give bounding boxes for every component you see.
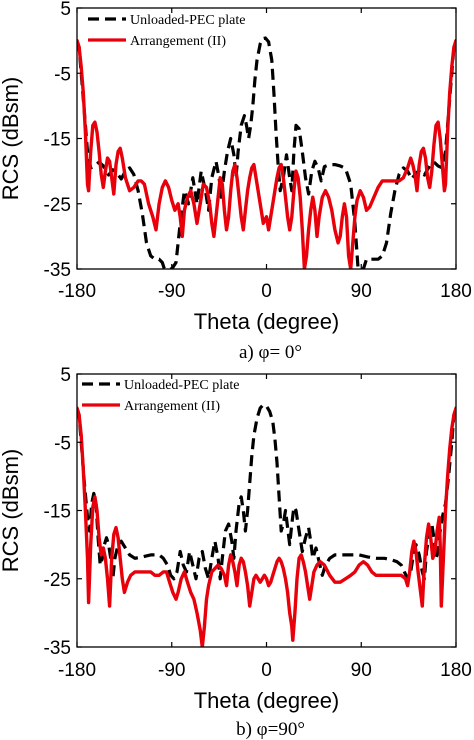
- x-tick-label: 0: [261, 281, 272, 302]
- series-line-arrangement-ii: [77, 406, 456, 647]
- figure-caption: b) φ=90°: [236, 719, 305, 740]
- y-axis-title: RCS (dBsm): [0, 449, 23, 572]
- x-tick-label: 90: [351, 660, 372, 681]
- y-tick-label: -15: [44, 130, 71, 151]
- y-tick-label: -5: [54, 433, 71, 454]
- y-tick-label: 5: [60, 0, 71, 20]
- x-axis-title: Theta (degree): [194, 688, 340, 713]
- x-tick-label: 180: [440, 660, 472, 681]
- x-tick-label: 0: [261, 660, 272, 681]
- legend-label: Arrangement (II): [124, 399, 220, 414]
- y-axis-title: RCS (dBsm): [0, 77, 23, 200]
- legend-label: Arrangement (II): [130, 34, 226, 49]
- series-line-arrangement-ii: [77, 38, 456, 269]
- x-tick-label: 180: [440, 281, 472, 302]
- series-line-unloaded-pec-plate: [77, 403, 456, 581]
- series-line-unloaded-pec-plate: [77, 36, 456, 269]
- chart-panel-a: -180 -90 0 90 180 5 -5 -15 -25 -35 Theta (degree) R…: [0, 0, 472, 363]
- x-tick-label: -180: [58, 281, 96, 302]
- y-tick-label: -25: [44, 570, 71, 591]
- x-tick-label: -180: [58, 660, 96, 681]
- y-tick-label: -5: [54, 64, 71, 85]
- x-tick-label: -90: [158, 660, 185, 681]
- x-tick-label: -90: [158, 281, 185, 302]
- y-tick-label: -25: [44, 195, 71, 216]
- legend-label: Unloaded-PEC plate: [124, 378, 239, 393]
- x-axis-title: Theta (degree): [194, 309, 340, 334]
- figure-caption: a) φ= 0°: [239, 342, 302, 363]
- legend: Unloaded-PEC plate Arrangement (II): [82, 378, 239, 414]
- legend-label: Unloaded-PEC plate: [130, 13, 245, 28]
- y-tick-label: -15: [44, 502, 71, 523]
- y-tick-label: -35: [44, 260, 71, 281]
- plot-frame: [76, 373, 457, 648]
- y-tick-label: -35: [44, 638, 71, 659]
- legend: Unloaded-PEC plate Arrangement (II): [88, 13, 245, 49]
- y-tick-label: 5: [60, 365, 71, 386]
- chart-panel-b: -180 -90 0 90 180 5 -5 -15 -25 -35 Theta (degree) R…: [0, 365, 472, 740]
- x-tick-label: 90: [351, 281, 372, 302]
